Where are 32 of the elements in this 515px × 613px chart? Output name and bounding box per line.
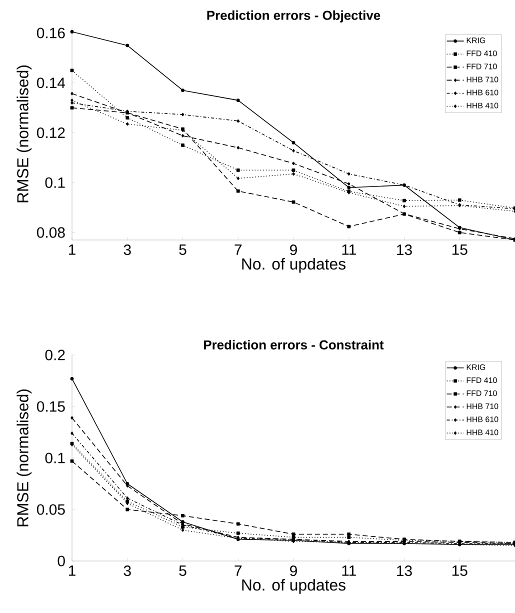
y-tick-label: 0.16 bbox=[36, 28, 65, 38]
x-tick-label: 5 bbox=[179, 244, 186, 255]
x-tick-label: 7 bbox=[234, 566, 242, 576]
y-tick-label: 0 bbox=[58, 556, 65, 566]
x-tick-label: 9 bbox=[290, 566, 297, 576]
x-tick-label: 3 bbox=[124, 244, 131, 256]
y-tick-label: 0.12 bbox=[36, 127, 65, 138]
y-tick-label: 0.1 bbox=[45, 452, 65, 464]
x-tick-label: 15 bbox=[452, 244, 468, 255]
y-axis-title: RMSE (normalised) bbox=[16, 389, 32, 526]
chart-title: Prediction errors - Objective bbox=[207, 10, 380, 22]
x-tick-label: 3 bbox=[124, 566, 131, 576]
x-tick-label: 13 bbox=[397, 244, 412, 256]
x-tick-label: 13 bbox=[397, 566, 412, 576]
x-tick-label: 1 bbox=[68, 566, 76, 576]
x-axis-title: No. of updates bbox=[242, 578, 346, 594]
x-tick-label: 11 bbox=[342, 566, 356, 576]
x-tick-label: 5 bbox=[179, 566, 186, 576]
x-tick-label: 11 bbox=[342, 244, 356, 255]
y-tick-label: 0.2 bbox=[45, 350, 65, 360]
x-tick-label: 9 bbox=[290, 244, 297, 256]
x-axis-title: No. of updates bbox=[242, 258, 346, 273]
chart-title: Prediction errors - Constraint bbox=[204, 340, 384, 350]
y-tick-label: 0.1 bbox=[45, 177, 65, 188]
x-tick-label: 1 bbox=[68, 244, 76, 255]
y-tick-label: 0.08 bbox=[36, 227, 65, 238]
y-tick-label: 0.14 bbox=[36, 78, 66, 88]
x-tick-label: 15 bbox=[452, 566, 468, 576]
y-tick-label: 0.15 bbox=[36, 401, 65, 412]
x-tick-label: 7 bbox=[234, 244, 242, 255]
y-tick-label: 0.05 bbox=[36, 504, 65, 515]
y-axis-title: RMSE (normalised) bbox=[16, 65, 32, 202]
